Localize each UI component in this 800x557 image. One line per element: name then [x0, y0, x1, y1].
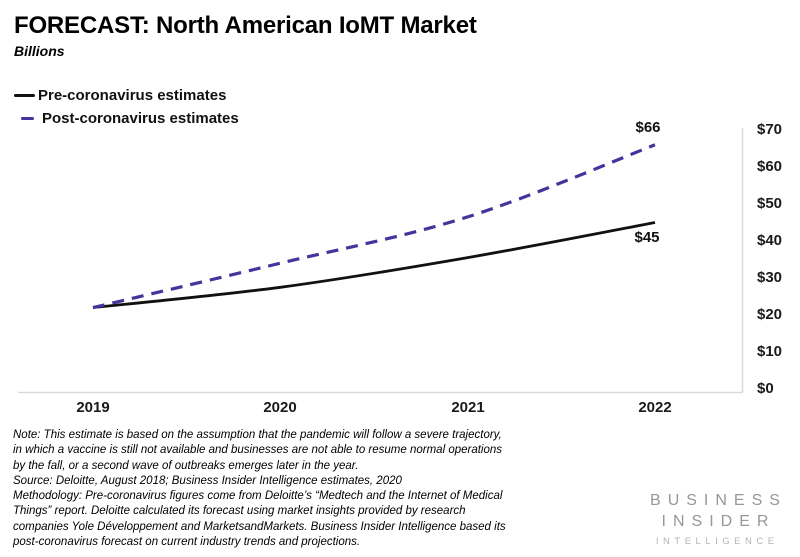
methodology-line: Methodology: Pre-coronavirus figures com…: [13, 490, 503, 503]
data-label-pre-2022: $45: [634, 229, 660, 246]
y-axis-tick: $0: [757, 380, 774, 397]
y-axis-tick: $50: [757, 195, 783, 212]
y-axis-tick: $10: [757, 343, 783, 360]
logo-text-intelligence: INTELLIGENCE: [655, 536, 779, 547]
y-axis-tick: $20: [757, 306, 783, 323]
legend-item-post: Post-coronavirus estimates: [14, 107, 239, 130]
methodology-line: Things” report. Deloitte calculated its …: [13, 505, 466, 518]
chart-legend: Pre-coronavirus estimates Post-coronavir…: [14, 84, 239, 130]
x-axis-tick: 2022: [638, 399, 672, 416]
y-axis-tick: $60: [757, 158, 783, 175]
y-axis-tick: $70: [757, 121, 783, 138]
source-line: Source: Deloitte, August 2018; Business …: [13, 474, 402, 487]
legend-label-pre: Pre-coronavirus estimates: [38, 87, 227, 104]
methodology-line: post-coronavirus forecast on current ind…: [13, 536, 361, 549]
business-insider-intelligence-logo: BUSINESS INSIDER INTELLIGENCE: [640, 490, 790, 550]
chart-units-label: Billions: [14, 43, 65, 59]
note-line: Note: This estimate is based on the assu…: [13, 429, 502, 441]
data-label-post-2022: $66: [635, 119, 661, 136]
note-line: by the fall, or a second wave of outbrea…: [13, 459, 359, 472]
x-axis-tick: 2019: [76, 399, 110, 416]
y-axis-tick: $30: [757, 269, 783, 286]
logo-text-business: BUSINESS: [650, 492, 787, 509]
solid-line-swatch-icon: [14, 94, 35, 97]
y-axis-tick: $40: [757, 232, 783, 249]
x-axis-tick: 2021: [451, 399, 485, 416]
dashed-line-swatch-icon: [21, 116, 34, 121]
legend-label-post: Post-coronavirus estimates: [42, 110, 239, 127]
legend-item-pre: Pre-coronavirus estimates: [14, 84, 239, 107]
note-line: in which a vaccine is still not availabl…: [13, 444, 503, 457]
footnote-block: Note: This estimate is based on the assu…: [13, 428, 573, 550]
x-axis-tick: 2020: [263, 399, 297, 416]
page-title: FORECAST: North American IoMT Market: [14, 12, 477, 39]
logo-text-insider: INSIDER: [661, 513, 776, 530]
methodology-line: companies Yole Développement and Markets…: [13, 520, 506, 533]
